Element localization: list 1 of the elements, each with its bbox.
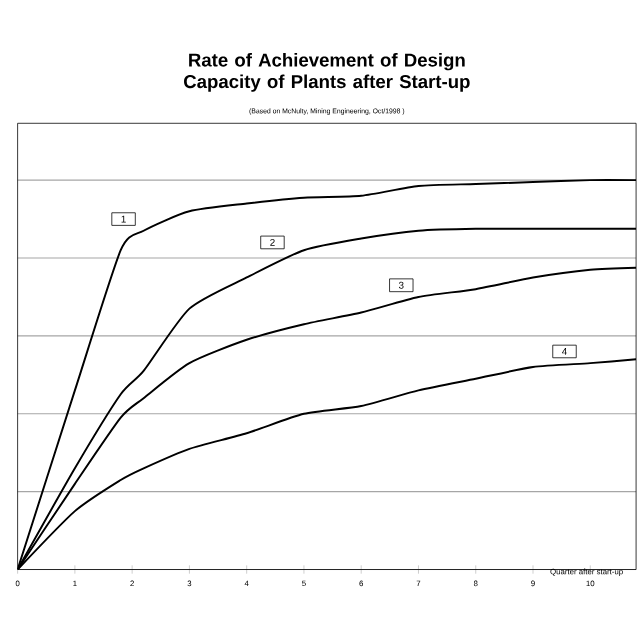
chart-title: Rate of Achievement of Design Capacity of Plants after Start-up: [184, 52, 470, 92]
